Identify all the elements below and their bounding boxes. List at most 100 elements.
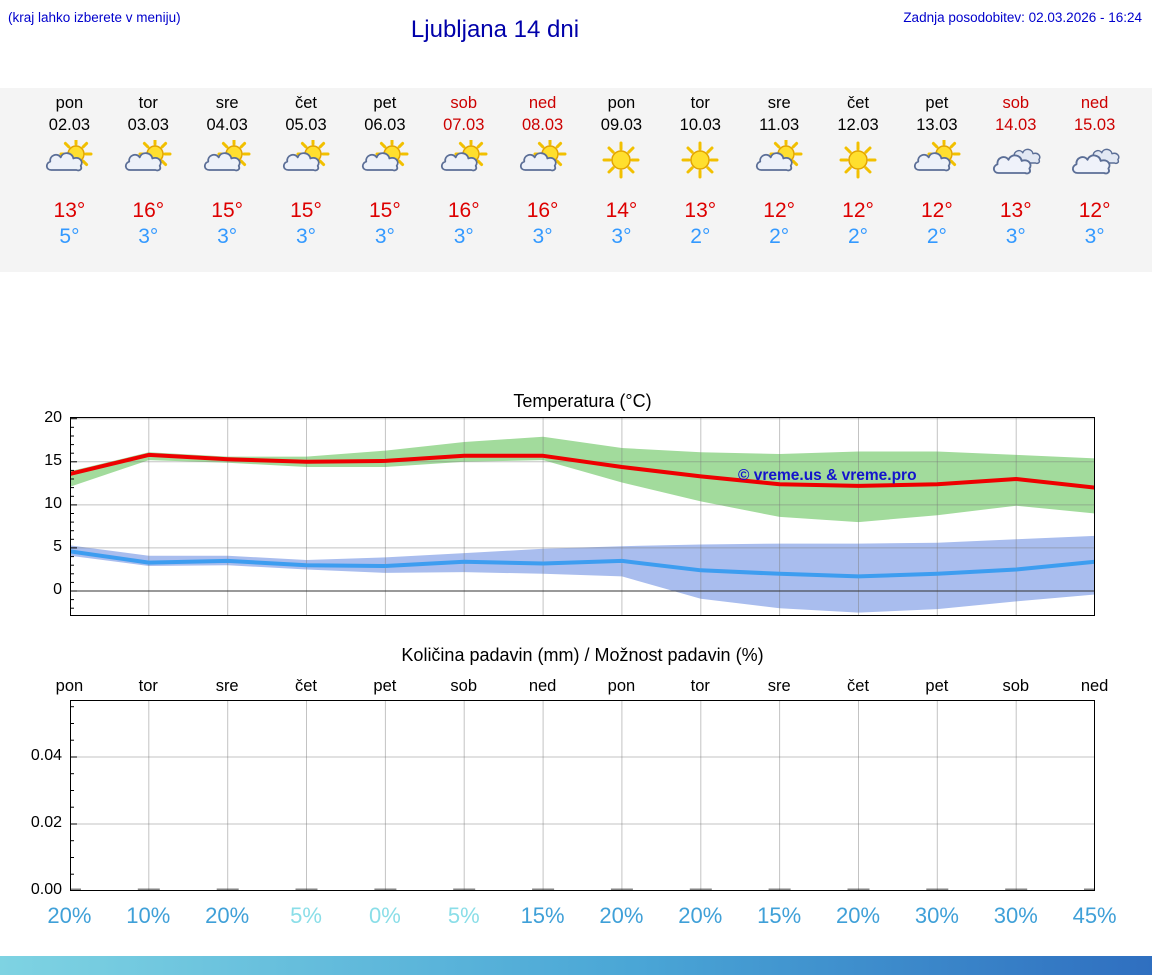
day-name: sre bbox=[215, 94, 239, 112]
temperature-chart: © vreme.us & vreme.pro bbox=[70, 417, 1095, 616]
weather-icon-wrap bbox=[503, 138, 582, 184]
forecast-day-column: sob 14.03 13° 3° bbox=[976, 88, 1055, 272]
low-temp: 3° bbox=[295, 225, 317, 248]
high-temp: 15° bbox=[211, 199, 244, 222]
day-date: 15.03 bbox=[1073, 116, 1116, 134]
precip-day-label: ned bbox=[1080, 677, 1109, 695]
temperature-chart-svg bbox=[70, 417, 1095, 616]
sun-icon bbox=[839, 141, 877, 179]
high-temp: 14° bbox=[605, 199, 638, 222]
day-date: 08.03 bbox=[521, 116, 564, 134]
sun-icon bbox=[602, 141, 640, 179]
low-temp: 2° bbox=[847, 225, 869, 248]
weather-icon-wrap bbox=[109, 138, 188, 184]
day-date: 10.03 bbox=[679, 116, 721, 134]
precip-day-label: čet bbox=[847, 677, 870, 695]
day-date: 11.03 bbox=[759, 116, 800, 134]
precip-probability: 20% bbox=[836, 903, 881, 928]
sun-icon bbox=[681, 141, 719, 179]
low-temp: 3° bbox=[453, 225, 474, 248]
low-temp: 3° bbox=[217, 225, 238, 248]
sun-cloud-icon bbox=[46, 140, 93, 172]
last-update-label: Zadnja posodobitev: 02.03.2026 - 16:24 bbox=[903, 10, 1142, 25]
precip-probability: 5% bbox=[290, 903, 322, 928]
temp-y-tick-label: 10 bbox=[44, 494, 62, 512]
low-temp: 5° bbox=[59, 225, 80, 248]
day-name: ned bbox=[528, 94, 557, 112]
clouds-icon bbox=[992, 148, 1041, 175]
precip-y-tick-label: 0.04 bbox=[30, 746, 62, 764]
forecast-day-column: pet 06.03 15° 3° bbox=[345, 88, 424, 272]
day-date: 14.03 bbox=[995, 116, 1037, 134]
high-temp: 13° bbox=[53, 199, 86, 222]
day-name: sob bbox=[1002, 94, 1030, 112]
weather-icon-wrap bbox=[740, 138, 819, 184]
temp-chart-title: Temperatura (°C) bbox=[513, 391, 652, 411]
sun-cloud-icon bbox=[519, 140, 567, 172]
precip-day-label: sob bbox=[1002, 677, 1030, 695]
day-date: 09.03 bbox=[600, 116, 643, 134]
low-temp: 3° bbox=[1084, 225, 1105, 248]
precip-chart-title: Količina padavin (mm) / Možnost padavin … bbox=[401, 645, 764, 665]
weather-icon-wrap bbox=[976, 138, 1055, 184]
weather-icon-wrap bbox=[819, 138, 898, 184]
forecast-day-column: čet 12.03 12° 2° bbox=[819, 88, 898, 272]
weather-icon-wrap bbox=[897, 138, 976, 184]
forecast-day-column: ned 08.03 16° 3° bbox=[503, 88, 582, 272]
day-name: čet bbox=[295, 94, 318, 112]
precip-day-label: čet bbox=[295, 677, 318, 695]
day-date: 05.03 bbox=[285, 116, 327, 134]
sun-cloud-icon bbox=[125, 140, 172, 172]
precip-probability: 15% bbox=[520, 903, 565, 928]
precip-day-label: sob bbox=[450, 677, 478, 695]
low-temp: 2° bbox=[769, 225, 790, 248]
forecast-day-column: pet 13.03 12° 2° bbox=[897, 88, 976, 272]
precip-probability: 20% bbox=[47, 903, 92, 928]
high-temp: 16° bbox=[132, 199, 165, 222]
high-temp: 12° bbox=[921, 199, 953, 222]
precip-day-label: pet bbox=[373, 677, 397, 695]
forecast-day-column: pon 09.03 14° 3° bbox=[582, 88, 661, 272]
forecast-day-column: tor 10.03 13° 2° bbox=[661, 88, 740, 272]
day-name: sob bbox=[450, 94, 478, 112]
day-date: 02.03 bbox=[48, 116, 91, 134]
low-temp: 3° bbox=[374, 225, 395, 248]
day-date: 03.03 bbox=[127, 116, 169, 134]
low-temp: 3° bbox=[138, 225, 159, 248]
high-temp: 15° bbox=[368, 199, 401, 222]
temp-y-tick-label: 20 bbox=[44, 408, 62, 426]
sun-cloud-icon bbox=[282, 140, 330, 172]
precip-probability: 20% bbox=[599, 903, 644, 928]
precipitation-chart bbox=[70, 700, 1095, 891]
watermark-link[interactable]: © vreme.us & vreme.pro bbox=[738, 467, 917, 484]
weather-icon-wrap bbox=[30, 138, 109, 184]
high-temp: 12° bbox=[763, 199, 796, 222]
precip-probability-row: 20% 10% 20% 5% 0% 5% 15% 20% 20% 15% 20% 30% 30% 45% bbox=[30, 903, 1134, 929]
forecast-strip: pon 02.03 13° 5° tor 03.03 16° 3° sre 04.03 15° 3° č… bbox=[0, 88, 1152, 272]
temp-y-tick-label: 0 bbox=[53, 581, 62, 599]
day-name: pet bbox=[373, 94, 397, 112]
sun-cloud-icon bbox=[756, 140, 803, 172]
precip-day-row: pon tor sre čet pet sob ned pon tor sre čet pet sob n… bbox=[30, 677, 1134, 696]
sun-cloud-icon bbox=[204, 140, 251, 172]
weather-icon-wrap bbox=[661, 138, 740, 184]
low-temp: 2° bbox=[690, 225, 711, 248]
day-name: pet bbox=[925, 94, 949, 112]
precip-day-label: tor bbox=[138, 677, 158, 695]
forecast-day-column: ned 15.03 12° 3° bbox=[1055, 88, 1134, 272]
forecast-day-column: čet 05.03 15° 3° bbox=[267, 88, 346, 272]
bottom-gradient-bar bbox=[0, 956, 1152, 975]
precip-y-tick-label: 0.00 bbox=[30, 881, 62, 898]
day-date: 07.03 bbox=[443, 116, 485, 134]
precip-probability: 45% bbox=[1072, 903, 1117, 928]
precip-probability: 10% bbox=[126, 903, 171, 928]
high-temp: 13° bbox=[684, 199, 717, 222]
weather-icon-wrap bbox=[267, 138, 346, 184]
day-date: 12.03 bbox=[837, 116, 879, 134]
low-temp: 2° bbox=[926, 225, 947, 248]
precip-day-label: sre bbox=[215, 677, 239, 695]
forecast-day-column: tor 03.03 16° 3° bbox=[109, 88, 188, 272]
day-name: ned bbox=[1080, 94, 1109, 112]
temp-y-tick-label: 15 bbox=[44, 451, 62, 469]
